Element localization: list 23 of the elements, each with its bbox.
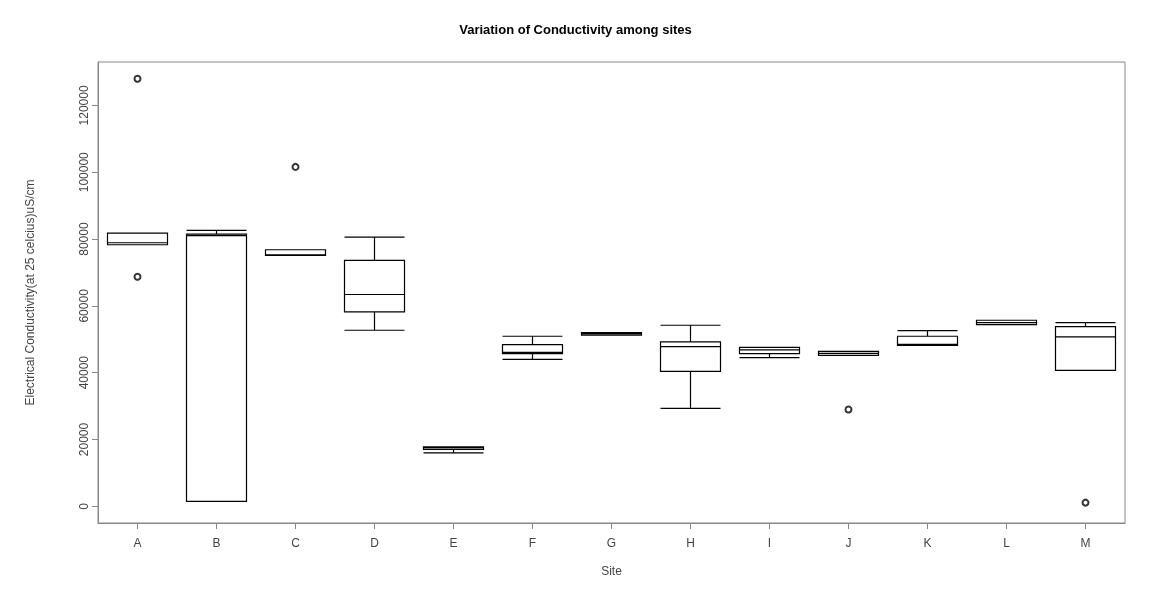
x-tick-label: E [449, 536, 458, 550]
chart-title: Variation of Conductivity among sites [459, 22, 692, 37]
x-axis-title: Site [601, 564, 623, 578]
y-tick-label: 0 [77, 502, 91, 510]
x-tick-label: G [606, 536, 617, 550]
x-tick-label: L [1003, 536, 1011, 550]
y-tick-label: 20000 [77, 422, 91, 457]
y-tick-label: 100000 [77, 151, 91, 193]
x-tick-label: H [686, 536, 695, 550]
y-axis-title: Electrical Conductivity(at 25 celcius)uS/cm [23, 179, 37, 406]
x-tick-label: C [291, 536, 301, 550]
x-tick-label: B [212, 536, 221, 550]
x-tick-label: A [133, 536, 142, 550]
y-tick-label: 120000 [77, 85, 91, 126]
x-tick-label: F [528, 536, 537, 550]
x-tick-label: K [923, 536, 932, 550]
y-tick-label: 40000 [77, 355, 91, 390]
y-tick-label: 60000 [77, 288, 91, 323]
y-tick-label: 80000 [77, 222, 91, 256]
x-tick-label: M [1080, 536, 1091, 550]
x-tick-label: D [370, 536, 380, 550]
x-tick-label: J [845, 536, 852, 550]
x-tick-label: I [767, 536, 772, 550]
